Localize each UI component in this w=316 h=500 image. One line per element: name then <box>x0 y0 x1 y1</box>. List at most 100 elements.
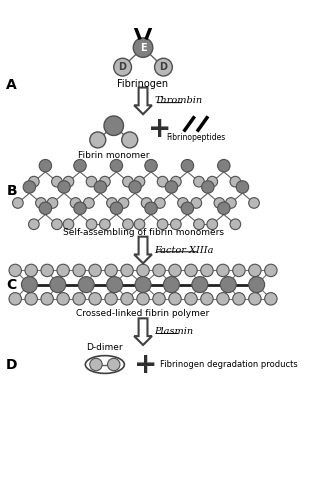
Circle shape <box>178 198 188 208</box>
Circle shape <box>41 264 53 276</box>
Circle shape <box>105 264 117 276</box>
Circle shape <box>106 276 123 292</box>
Text: Fibrinogen degradation products: Fibrinogen degradation products <box>160 360 298 369</box>
Circle shape <box>122 132 138 148</box>
Circle shape <box>153 264 165 276</box>
Circle shape <box>194 219 204 230</box>
Circle shape <box>155 58 172 76</box>
Text: B: B <box>6 184 17 198</box>
Circle shape <box>73 292 85 305</box>
Circle shape <box>169 292 181 305</box>
Text: D: D <box>160 62 167 72</box>
Circle shape <box>89 264 101 276</box>
Circle shape <box>118 198 129 208</box>
Circle shape <box>25 292 37 305</box>
Circle shape <box>249 292 261 305</box>
Circle shape <box>207 176 218 187</box>
Circle shape <box>135 276 151 292</box>
Circle shape <box>57 264 69 276</box>
Circle shape <box>25 264 37 276</box>
Circle shape <box>155 198 165 208</box>
Circle shape <box>123 176 133 187</box>
Circle shape <box>185 292 197 305</box>
Circle shape <box>28 219 39 230</box>
Circle shape <box>41 292 53 305</box>
Circle shape <box>39 160 52 172</box>
Circle shape <box>171 176 181 187</box>
Circle shape <box>185 264 197 276</box>
Circle shape <box>63 219 74 230</box>
Circle shape <box>90 358 102 370</box>
Circle shape <box>100 176 110 187</box>
Circle shape <box>171 219 181 230</box>
Circle shape <box>201 264 213 276</box>
Circle shape <box>100 219 110 230</box>
Text: Thrombin: Thrombin <box>155 96 203 106</box>
Circle shape <box>83 198 94 208</box>
Circle shape <box>57 292 69 305</box>
Circle shape <box>74 202 86 214</box>
Circle shape <box>86 219 97 230</box>
Circle shape <box>9 264 21 276</box>
Circle shape <box>145 202 157 214</box>
Circle shape <box>110 202 123 214</box>
Circle shape <box>129 181 141 193</box>
Circle shape <box>114 58 131 76</box>
Text: Plasmin: Plasmin <box>155 327 194 336</box>
Text: +: + <box>148 116 172 143</box>
Circle shape <box>249 276 265 292</box>
Circle shape <box>50 276 66 292</box>
Circle shape <box>134 176 145 187</box>
Circle shape <box>249 198 259 208</box>
Circle shape <box>181 202 194 214</box>
Circle shape <box>52 219 62 230</box>
Circle shape <box>202 181 214 193</box>
Circle shape <box>36 198 46 208</box>
Circle shape <box>141 198 152 208</box>
Circle shape <box>21 276 37 292</box>
Circle shape <box>265 264 277 276</box>
Circle shape <box>218 202 230 214</box>
Circle shape <box>86 176 97 187</box>
Circle shape <box>153 292 165 305</box>
Circle shape <box>106 198 117 208</box>
Circle shape <box>90 132 106 148</box>
Circle shape <box>13 198 23 208</box>
Text: +: + <box>134 350 157 378</box>
Circle shape <box>123 219 133 230</box>
Circle shape <box>105 292 117 305</box>
Circle shape <box>63 176 74 187</box>
Circle shape <box>236 181 249 193</box>
Circle shape <box>52 176 62 187</box>
Circle shape <box>104 116 124 136</box>
Text: Fibrinopeptides: Fibrinopeptides <box>166 133 225 142</box>
Circle shape <box>74 160 86 172</box>
Circle shape <box>207 219 218 230</box>
Text: Crossed-linked fibrin polymer: Crossed-linked fibrin polymer <box>76 310 210 318</box>
Circle shape <box>133 38 153 58</box>
Text: C: C <box>7 278 17 291</box>
Circle shape <box>217 264 229 276</box>
Text: Fibrinogen: Fibrinogen <box>118 78 169 88</box>
Circle shape <box>163 276 179 292</box>
Circle shape <box>47 198 58 208</box>
Circle shape <box>137 292 149 305</box>
Circle shape <box>73 264 85 276</box>
Circle shape <box>233 264 245 276</box>
Circle shape <box>58 181 70 193</box>
Text: D: D <box>6 358 17 372</box>
Circle shape <box>110 160 123 172</box>
Circle shape <box>70 198 81 208</box>
FancyArrow shape <box>134 318 152 345</box>
Text: A: A <box>6 78 17 92</box>
Circle shape <box>169 264 181 276</box>
Circle shape <box>157 176 168 187</box>
Circle shape <box>230 219 241 230</box>
Text: D: D <box>118 62 127 72</box>
Text: E: E <box>140 42 146 52</box>
Text: Self-assembling of fibrin monomers: Self-assembling of fibrin monomers <box>63 228 223 237</box>
Circle shape <box>218 160 230 172</box>
Circle shape <box>23 181 36 193</box>
Circle shape <box>214 198 225 208</box>
Circle shape <box>134 219 145 230</box>
